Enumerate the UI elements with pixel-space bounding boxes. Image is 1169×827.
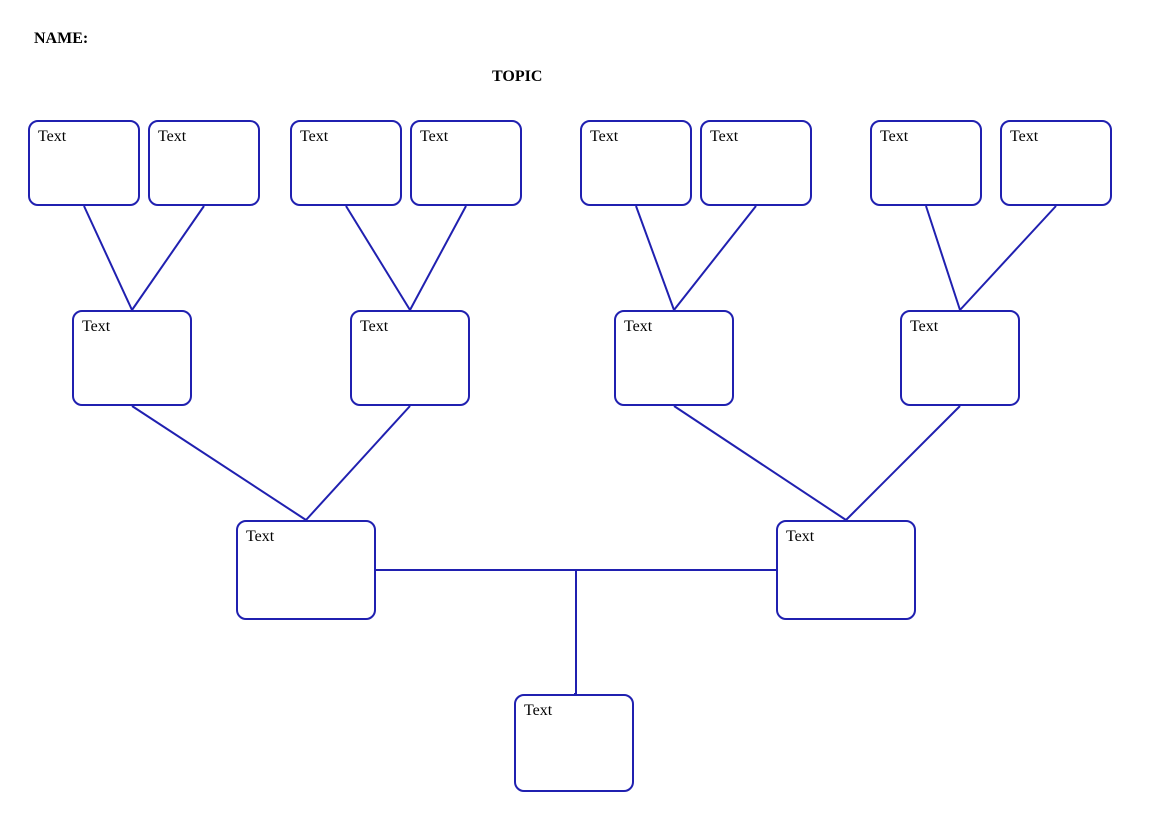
tree-node: Text: [410, 120, 522, 206]
tree-node: Text: [1000, 120, 1112, 206]
tree-node: Text: [72, 310, 192, 406]
tree-node: Text: [614, 310, 734, 406]
tree-node: Text: [900, 310, 1020, 406]
topic-label: TOPIC: [492, 68, 542, 86]
tree-node: Text: [236, 520, 376, 620]
tree-node: Text: [28, 120, 140, 206]
name-label: NAME:: [34, 30, 88, 48]
tree-node: Text: [700, 120, 812, 206]
tree-node: Text: [776, 520, 916, 620]
tree-node: Text: [514, 694, 634, 792]
tree-node: Text: [870, 120, 982, 206]
tree-node: Text: [580, 120, 692, 206]
tree-node: Text: [148, 120, 260, 206]
tree-node: Text: [290, 120, 402, 206]
tree-node: Text: [350, 310, 470, 406]
